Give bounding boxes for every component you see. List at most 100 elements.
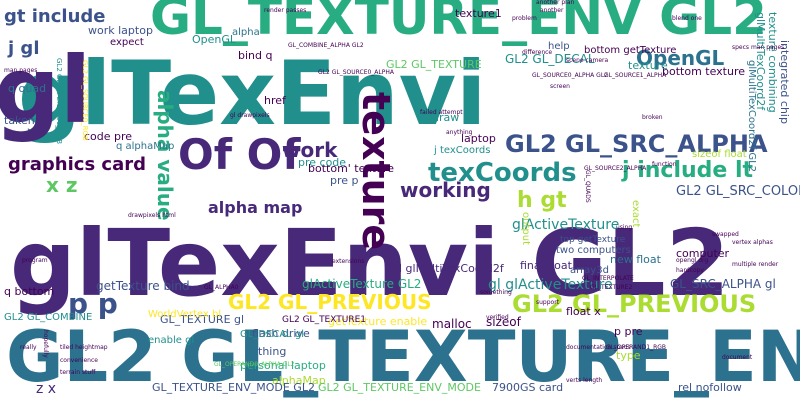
cloud-word: expect <box>110 37 144 48</box>
cloud-word: GL_SOURCE2_ALPHA <box>584 165 647 172</box>
cloud-word: GL_OPERAND0_ALPHA GL2 <box>214 361 295 368</box>
cloud-word: malloc <box>432 317 472 331</box>
cloud-word: screen <box>550 83 570 90</box>
cloud-word: convenience <box>60 357 98 364</box>
cloud-word: GL_QUADS <box>584 170 591 203</box>
cloud-word: difference <box>522 49 553 56</box>
cloud-word: extensions <box>332 258 365 265</box>
cloud-word: function <box>652 161 677 168</box>
cloud-word: sizeof float <box>692 149 747 160</box>
cloud-word: anything <box>446 129 473 136</box>
cloud-word: p pre <box>614 325 643 338</box>
cloud-word: array3d <box>570 265 609 276</box>
cloud-word: q bottom <box>4 285 55 298</box>
cloud-word: GL2 GL_SRC_COLOR <box>676 184 800 199</box>
cloud-word: specs man pages <box>732 44 785 51</box>
cloud-word: working <box>400 178 491 202</box>
cloud-word: GL_SOURCE1_ALPHA <box>604 72 667 79</box>
cloud-word: render passes <box>264 7 307 14</box>
cloud-word: q alphaMap <box>116 141 175 152</box>
cloud-word: laptop <box>461 132 496 145</box>
cloud-word: tiled heightmap <box>60 344 108 351</box>
cloud-word: GL_INTERPOLATE <box>582 275 634 282</box>
cloud-word: bottom getTexture <box>584 45 677 56</box>
cloud-word: GL_TEXTURE2 <box>590 284 633 291</box>
cloud-word: swapped <box>712 231 739 238</box>
cloud-word: GL_COMBINE_ALPHA GL2 <box>288 42 364 49</box>
cloud-word: new float <box>610 253 661 266</box>
cloud-word: verts length <box>566 377 603 384</box>
cloud-word: documentation specs <box>566 344 631 351</box>
cloud-word: scene camera <box>566 57 609 64</box>
cloud-word: bottom' texture <box>308 162 395 175</box>
cloud-word: p p <box>68 287 118 320</box>
cloud-word: alpha map <box>208 198 303 217</box>
cloud-word: alphaMap <box>272 374 326 387</box>
cloud-word: q quad <box>8 82 47 95</box>
cloud-word: failed attempt <box>420 109 463 116</box>
cloud-word: glTexEnvi <box>18 42 487 145</box>
cloud-word: vertex alphas <box>732 239 773 246</box>
cloud-word: gl drawpixels <box>230 112 270 119</box>
cloud-word: document <box>722 354 753 361</box>
cloud-word: href <box>264 94 286 107</box>
cloud-word: glActiveTexture <box>512 217 620 233</box>
cloud-word: graphics card <box>8 154 147 175</box>
cloud-word: draw <box>432 111 460 124</box>
cloud-word: personal laptop <box>240 359 326 372</box>
cloud-word: gl glMultiTexCoord2f <box>392 262 504 275</box>
cloud-word: getTexture bind <box>96 279 190 293</box>
cloud-word: OpenGL <box>192 33 237 46</box>
cloud-word: pre p <box>330 174 359 187</box>
cloud-word: GL2 GL_TEXTURE_ENV <box>6 316 800 398</box>
cloud-word: OpenGL <box>636 46 725 70</box>
cloud-word: GL2 GL_DECAL <box>505 52 595 66</box>
cloud-word: Of Of <box>178 130 301 179</box>
cloud-word: another plan <box>536 0 575 6</box>
cloud-word: gl <box>0 37 92 144</box>
cloud-word: verified <box>486 314 509 321</box>
cloud-word: j gl <box>8 38 40 59</box>
cloud-word: support <box>536 299 560 306</box>
cloud-word: GL2 GL_COMBINE <box>4 312 93 323</box>
cloud-word: glTexEnvi GL2 <box>10 210 730 317</box>
cloud-word: texture combining <box>766 12 779 113</box>
cloud-word: float x <box>566 305 601 318</box>
cloud-word: gl glActiveTexture <box>488 277 613 293</box>
cloud-word: code pre <box>84 130 133 143</box>
cloud-word: gt include <box>4 6 106 27</box>
cloud-word: getTexture enable <box>328 315 428 328</box>
cloud-word: GL2 GL_OPERAND0_RGB <box>55 58 63 145</box>
cloud-word: work laptop <box>88 24 153 37</box>
cloud-word: bottom texture <box>662 65 746 78</box>
cloud-word: something <box>480 289 512 296</box>
cloud-word: using <box>616 224 633 231</box>
cloud-word: GL2 GL_PREVIOUS <box>512 290 757 318</box>
cloud-word: final float <box>520 259 572 272</box>
cloud-word: bind q <box>238 49 273 62</box>
cloud-word: another <box>540 7 564 14</box>
cloud-word: GL2 GL_SOURCE0_RGB <box>81 60 89 141</box>
cloud-word: broken <box>642 114 663 121</box>
cloud-word: WorldVertex bl <box>148 309 222 320</box>
cloud-word: glMultiTexCoord2f GL2 <box>746 60 757 173</box>
cloud-word: GL_DECAL gl <box>240 329 305 340</box>
cloud-word: GL_TEXTURE_ENV GL2 <box>150 0 767 46</box>
cloud-word: sizeof <box>486 315 521 329</box>
cloud-word: blend one <box>672 15 702 22</box>
cloud-word: GL_OPERAND1_RGB <box>606 344 667 351</box>
cloud-word: pre code <box>298 156 347 169</box>
cloud-word: opengl org <box>676 257 709 264</box>
cloud-word: problem <box>512 15 537 22</box>
cloud-word: glActiveTexture GL2 <box>302 277 422 291</box>
cloud-word: enable gl <box>148 335 195 346</box>
cloud-word: integrated chip <box>778 40 791 124</box>
cloud-word: GL_SOURCE0_ALPHA GL2 <box>532 72 608 79</box>
cloud-word: alpha value <box>153 90 177 221</box>
cloud-word: j texCoords <box>434 145 491 156</box>
cloud-word: work <box>282 138 338 162</box>
cloud-word: two computers <box>556 245 631 256</box>
cloud-word: GL_ALPHA0 <box>204 284 239 291</box>
cloud-word: rel nofollow <box>678 381 742 394</box>
